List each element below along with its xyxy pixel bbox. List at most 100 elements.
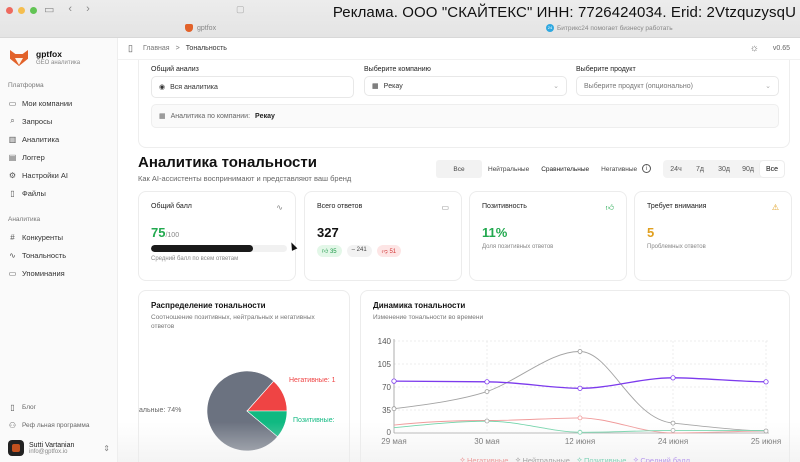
activity-icon: ∿ <box>276 203 283 212</box>
breadcrumb-home[interactable]: Главная <box>142 45 170 52</box>
address-bar[interactable]: ▢ <box>236 4 245 14</box>
sidebar-item-files[interactable]: ▯ Файлы <box>0 184 117 202</box>
info-icon[interactable]: i <box>642 164 651 173</box>
sidebar-item-blog[interactable]: ▯ Блог <box>0 398 118 416</box>
gptfox-favicon <box>185 24 193 32</box>
users-icon: ⚇ <box>8 420 17 430</box>
search-icon: ⌕ <box>10 116 15 125</box>
brand-subtitle: GEO аналитика <box>36 59 81 66</box>
svg-text:35: 35 <box>382 406 391 415</box>
breadcrumb-current: Тональность <box>185 45 227 52</box>
brand-name: gptfox <box>36 48 62 59</box>
svg-text:0: 0 <box>387 428 392 437</box>
section-platform: Платформа <box>8 82 44 89</box>
sidebar-item-mentions[interactable]: ▭ Упоминания <box>8 268 65 278</box>
sidebar-collapse-icon[interactable]: ▯ <box>128 43 133 53</box>
sidebar-item-companies[interactable]: ▭ Мои компании <box>8 98 73 108</box>
tab-comparative[interactable]: Сравнительные <box>541 165 590 173</box>
brand[interactable]: gptfox GEO аналитика <box>0 38 117 76</box>
kpi-overall-score: Общий балл ∿ 75/100 Средний балл по всем… <box>138 191 296 281</box>
building-icon: ▦ <box>159 113 166 120</box>
bar-chart-icon: ▥ <box>8 134 17 144</box>
sidebar-item-competitors[interactable]: # Конкуренты <box>0 228 117 246</box>
logger-icon: ▤ <box>8 152 17 162</box>
version-label: v0.65 <box>772 45 790 52</box>
period-filter-tabs: 24ч 7д 30д 90д Все <box>663 160 785 178</box>
ad-overlay-text: Реклама. ООО "СКАЙТЕКС" ИНН: 7726424034.… <box>332 4 796 21</box>
page-title: Аналитика тональности <box>138 154 317 171</box>
activity-icon: ∿ <box>9 250 16 260</box>
filter-card: Общий анализ ◉ Вся аналитика Выберите ко… <box>138 60 790 148</box>
theme-toggle-icon[interactable]: ☼ <box>749 43 759 54</box>
svg-text:25 июня: 25 июня <box>751 437 781 446</box>
legend-positive[interactable]: ⟡ Позитивные <box>576 455 627 462</box>
user-name: Sutti Vartanian <box>29 441 75 449</box>
tab-period-90d[interactable]: 90д <box>742 165 754 173</box>
fox-logo-icon <box>8 46 30 68</box>
sentiment-filter-tabs: Все Нейтральные Сравнительные Негативные <box>436 160 643 178</box>
product-select-label: Выберите продукт <box>576 66 636 73</box>
kpi-positivity: Позитивность 👍︎ 11% Доля позитивных отве… <box>469 191 627 281</box>
positive-count-badge: 👍︎ 35 <box>317 245 342 257</box>
chart-legend: ⟡ Негативные ⟡ Нейтральные ⟡ Позитивные … <box>361 455 789 462</box>
legend-average[interactable]: ⟡ Средний балл <box>633 455 690 462</box>
general-analysis-button[interactable]: ◉ Вся аналитика <box>151 76 354 98</box>
back-icon[interactable]: ‹ <box>68 3 73 15</box>
avatar <box>8 440 24 456</box>
svg-text:140: 140 <box>378 337 392 346</box>
tab-neutral[interactable]: Нейтральные <box>488 165 530 173</box>
kpi-total-answers: Всего ответов ▭ 327 👍︎ 35 – 241 👎︎ 51 <box>304 191 462 281</box>
folder-icon: ▭ <box>8 98 17 108</box>
sidebar-item-referral[interactable]: ⚇ Реф льная программа <box>8 420 90 430</box>
sidebar: gptfox GEO аналитика Платформа ▭ Мои ком… <box>0 38 118 462</box>
pie-label-neutral: альные: 74% <box>139 407 182 414</box>
tab-period-24h[interactable]: 24ч <box>670 165 682 173</box>
sidebar-item-sentiment[interactable]: ∿ Тональность <box>9 250 67 260</box>
sidebar-toggle-icon[interactable]: ▭ <box>44 4 55 16</box>
section-analytics: Аналитика <box>8 216 41 223</box>
sidebar-item-queries[interactable]: ⌕ Запросы <box>0 112 117 130</box>
thumbs-up-icon: 👍︎ <box>605 203 614 212</box>
message-icon: ▭ <box>8 268 17 278</box>
gear-icon: ⚙ <box>8 170 17 180</box>
forward-icon[interactable]: › <box>86 3 90 15</box>
breadcrumb: Главная > Тональность <box>143 45 227 52</box>
tab-period-all[interactable]: Все <box>760 161 784 177</box>
sidebar-item-logger[interactable]: ▤ Логгер <box>8 152 45 162</box>
tab-period-7d[interactable]: 7д <box>696 165 704 173</box>
hash-icon: # <box>10 232 15 242</box>
thumbs-down-icon: 👎︎ <box>381 249 388 255</box>
tab-negative[interactable]: Негативные <box>601 165 638 173</box>
window-controls <box>6 7 37 14</box>
svg-text:24 июня: 24 июня <box>658 437 688 446</box>
tab-period-30d[interactable]: 30д <box>718 165 730 173</box>
close-window-button[interactable] <box>6 7 13 14</box>
file-icon: ▯ <box>10 188 15 198</box>
browser-tab-bitrix[interactable]: 24 Битрикс24 помогает бизнесу работать <box>546 24 673 32</box>
sidebar-item-ai-settings[interactable]: ⚙ Настройки AI <box>8 170 68 180</box>
legend-neutral[interactable]: ⟡ Нейтральные <box>515 455 570 462</box>
product-select[interactable]: Выберите продукт (опционально) ⌄ <box>576 76 779 96</box>
building-icon: ▦ <box>372 83 379 90</box>
minimize-window-button[interactable] <box>18 7 25 14</box>
page-subtitle: Как AI-ассистенты воспринимают и предста… <box>138 174 352 183</box>
kpi-attention: Требует внимания ⚠ 5 Проблемных ответов <box>634 191 792 281</box>
pie-label-negative: Негативные: 1 <box>289 377 336 384</box>
message-icon: ▭ <box>441 203 449 212</box>
book-icon: ▯ <box>10 402 15 412</box>
browser-chrome: ▭ ‹ › ▢ gptfox 24 Битрикс24 помогает биз… <box>0 0 800 38</box>
company-select-label: Выберите компанию <box>364 66 431 73</box>
sidebar-item-analytics[interactable]: ▥ Аналитика <box>8 134 60 144</box>
svg-text:105: 105 <box>378 360 392 369</box>
company-select[interactable]: ▦ Pекау ⌄ <box>364 76 567 96</box>
thumbs-up-icon: 👍︎ <box>322 249 329 255</box>
user-menu[interactable]: Sutti Vartanian info@gptfox.io ⇕ <box>0 434 118 462</box>
browser-tab-gptfox[interactable]: gptfox <box>185 24 216 32</box>
svg-text:29 мая: 29 мая <box>381 437 406 446</box>
globe-icon: ◉ <box>159 84 166 91</box>
tab-all[interactable]: Все <box>436 160 482 178</box>
svg-text:12 июня: 12 июня <box>565 437 595 446</box>
sentiment-line-chart: 140 105 70 35 0 29 мая 30 мая 12 июня 24… <box>378 337 782 446</box>
legend-negative[interactable]: ⟡ Негативные <box>460 455 509 462</box>
maximize-window-button[interactable] <box>30 7 37 14</box>
